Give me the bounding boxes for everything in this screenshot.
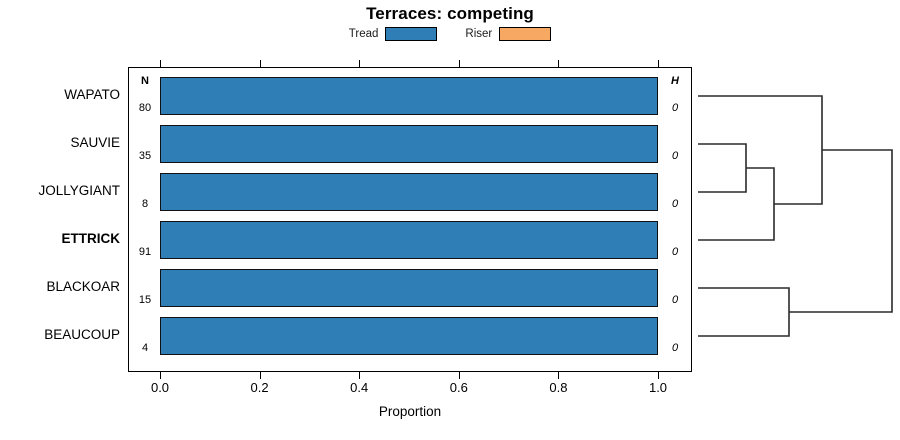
n-column-header: N xyxy=(141,75,149,87)
dendro-merge-cluster-ettrick xyxy=(698,167,775,241)
bar-sauvie-tread xyxy=(160,125,658,163)
legend-label-tread: Tread xyxy=(348,28,379,40)
x-tick-5 xyxy=(658,372,659,379)
n-value-jollygiant: 8 xyxy=(141,198,149,210)
bar-ettrick-tread xyxy=(160,221,658,259)
x-tick-label-5: 1.0 xyxy=(648,380,668,395)
n-value-blackoar: 15 xyxy=(138,294,152,306)
x-tick-top-1 xyxy=(259,60,261,67)
taxon-label-column: WAPATO SAUVIE JOLLYGIANT ETTRICK BLACKOAR BEA… xyxy=(0,0,120,440)
chart-title: Terraces: competing xyxy=(366,4,534,23)
x-axis-title: Proportion xyxy=(378,404,442,419)
legend-swatch-riser xyxy=(499,27,552,41)
n-value-sauvie: 35 xyxy=(138,150,152,162)
dendro-merge-root xyxy=(789,149,893,313)
x-tick-label-2: 0.4 xyxy=(350,380,369,395)
dendro-merge-wapato-cluster xyxy=(698,95,823,205)
x-tick-0 xyxy=(160,372,161,379)
legend-entry-riser: Riser xyxy=(465,27,552,41)
h-value-beaucoup: 0 xyxy=(671,342,679,354)
h-value-blackoar: 0 xyxy=(671,294,679,306)
x-tick-top-3 xyxy=(458,60,460,67)
n-value-wapato: 80 xyxy=(138,102,152,114)
h-value-sauvie: 0 xyxy=(671,150,679,162)
h-value-ettrick: 0 xyxy=(671,246,679,258)
x-tick-top-5 xyxy=(658,60,659,67)
x-tick-1 xyxy=(259,372,261,379)
x-axis-ticks-bottom xyxy=(128,372,692,379)
x-tick-4 xyxy=(558,372,560,379)
n-value-beaucoup: 4 xyxy=(141,342,149,354)
h-column-header: H xyxy=(671,75,679,87)
x-tick-3 xyxy=(458,372,460,379)
bar-blackoar-tread xyxy=(160,269,658,307)
dendro-merge-sauvie-jollygiant xyxy=(698,143,747,193)
dendro-merge-blackoar-beaucoup xyxy=(698,287,790,337)
dendrogram-svg xyxy=(698,95,893,337)
x-axis-ticks-top xyxy=(128,60,692,67)
taxon-label-blackoar: BLACKOAR xyxy=(46,279,120,294)
n-value-ettrick: 91 xyxy=(138,246,152,258)
x-tick-label-4: 0.8 xyxy=(549,380,568,395)
taxon-label-jollygiant: JOLLYGIANT xyxy=(38,183,120,198)
taxon-label-sauvie: SAUVIE xyxy=(70,135,120,150)
legend-swatch-tread xyxy=(385,27,438,41)
h-value-wapato: 0 xyxy=(671,102,679,114)
x-tick-label-3: 0.6 xyxy=(449,380,468,395)
dendrogram xyxy=(692,0,900,440)
chart-legend: Tread Riser xyxy=(0,27,900,41)
bar-jollygiant-tread xyxy=(160,173,658,211)
taxon-label-wapato: WAPATO xyxy=(64,87,120,102)
x-tick-2 xyxy=(359,372,361,379)
x-tick-label-0: 0.0 xyxy=(150,380,170,395)
x-tick-top-4 xyxy=(558,60,560,67)
legend-entry-tread: Tread xyxy=(349,27,438,41)
bar-beaucoup-tread xyxy=(160,317,658,355)
x-tick-top-2 xyxy=(359,60,361,67)
h-value-jollygiant: 0 xyxy=(671,198,679,210)
x-tick-label-1: 0.2 xyxy=(250,380,269,395)
x-tick-top-0 xyxy=(160,60,161,67)
legend-label-riser: Riser xyxy=(465,28,493,40)
taxon-label-ettrick: ETTRICK xyxy=(61,231,121,246)
taxon-label-beaucoup: BEAUCOUP xyxy=(44,327,120,342)
bar-wapato-tread xyxy=(160,77,658,115)
